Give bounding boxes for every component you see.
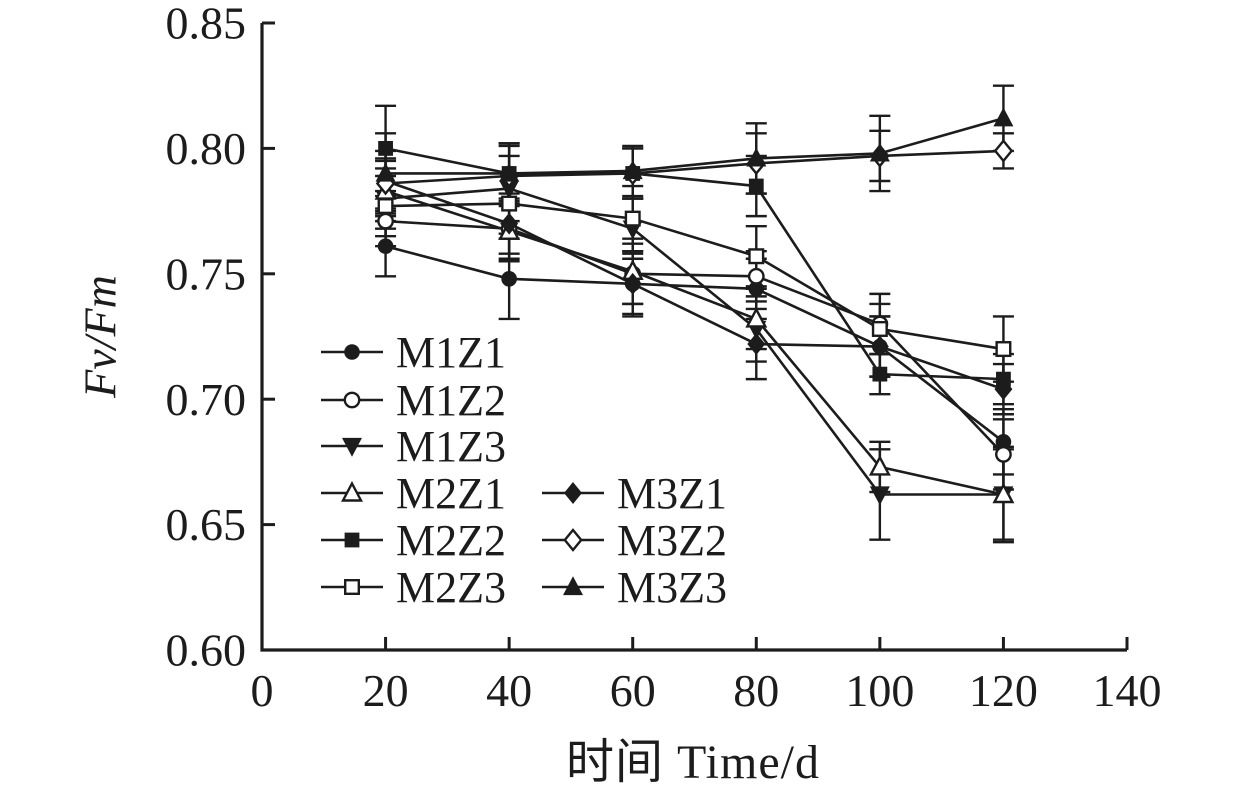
series-line-M3Z3	[385, 117, 1004, 175]
legend-marker-M3Z1	[564, 482, 582, 504]
y-axis-title: Fv/Fm	[74, 275, 126, 398]
legend-label-M3Z2: M3Z2	[617, 516, 727, 565]
marker-diamond-filled-M3Z1	[870, 335, 889, 358]
marker-square-open-M2Z3	[871, 320, 888, 337]
series-line-M3Z1	[385, 179, 1004, 391]
y-tick-label: 0.85	[166, 0, 247, 49]
x-tick-label: 120	[969, 665, 1038, 716]
y-tick-label: 0.75	[166, 248, 247, 299]
x-tick-label: 60	[610, 665, 656, 716]
legend-marker-M1Z2	[343, 391, 361, 409]
marker-circle-filled-M1Z1	[501, 271, 517, 287]
legend-label-M2Z3: M2Z3	[396, 563, 506, 612]
legend-marker-M3Z3	[563, 576, 583, 596]
y-tick-label: 0.80	[166, 123, 247, 174]
marker-diamond-filled-M3Z1	[747, 333, 766, 355]
x-tick-label: 20	[363, 665, 409, 716]
y-tick-label: 0.65	[166, 499, 247, 550]
legend-marker-M3Z2	[563, 528, 583, 552]
x-tick-label: 80	[733, 665, 779, 716]
marker-square-open-M2Z3	[377, 198, 394, 215]
marker-triangle-up-filled-M3Z3	[499, 162, 520, 182]
marker-triangle-up-filled-M3Z3	[869, 142, 890, 162]
x-tick-label: 40	[486, 665, 532, 716]
marker-circle-filled-M1Z1	[377, 238, 394, 255]
marker-square-open-M2Z3	[748, 248, 765, 265]
marker-triangle-up-open-M2Z1	[992, 482, 1015, 504]
series-line-M3Z2	[385, 149, 1004, 185]
x-tick-label: 100	[845, 665, 914, 716]
marker-square-open-M2Z3	[501, 195, 518, 212]
x-tick-label: 0	[251, 665, 274, 716]
marker-triangle-up-open-M2Z1	[745, 306, 768, 328]
series-line-M2Z2	[385, 147, 1004, 381]
series-line-M2Z3	[385, 202, 1004, 351]
y-tick-label: 0.70	[166, 374, 247, 425]
legend-label-M3Z1: M3Z1	[617, 469, 727, 518]
legend-marker-M2Z3	[344, 579, 361, 596]
legend-label-M2Z2: M2Z2	[396, 516, 506, 565]
marker-diamond-open-M3Z2	[993, 139, 1014, 163]
y-tick-label: 0.60	[166, 625, 247, 676]
marker-triangle-up-filled-M3Z3	[622, 160, 643, 180]
legend-marker-M1Z1	[344, 344, 360, 360]
marker-triangle-up-filled-M3Z3	[375, 162, 396, 182]
marker-triangle-down-filled-M1Z3	[869, 486, 890, 506]
marker-square-filled-M2Z2	[748, 178, 764, 194]
marker-circle-open-M1Z2	[995, 445, 1012, 463]
series-line-M1Z3	[385, 187, 1004, 496]
legend-label-M2Z1: M2Z1	[396, 469, 506, 518]
series-line-M1Z2	[385, 219, 1005, 456]
legend-marker-M2Z1	[341, 480, 363, 502]
series-line-M2Z1	[385, 189, 1004, 496]
marker-circle-open-M1Z2	[747, 267, 765, 285]
marker-triangle-up-open-M2Z1	[868, 454, 891, 476]
marker-triangle-up-filled-M3Z3	[993, 107, 1014, 127]
legend-marker-M2Z2	[344, 532, 360, 548]
marker-triangle-up-filled-M3Z3	[746, 147, 767, 167]
legend-label-M3Z3: M3Z3	[617, 563, 727, 612]
marker-square-open-M2Z3	[995, 341, 1012, 358]
legend-label-M1Z2: M1Z2	[396, 376, 506, 425]
series-line-M1Z1	[385, 244, 1005, 443]
legend-label-M1Z3: M1Z3	[396, 422, 506, 471]
x-tick-label: 140	[1093, 665, 1162, 716]
marker-diamond-filled-M3Z1	[500, 212, 519, 235]
marker-diamond-filled-M3Z1	[994, 378, 1013, 401]
marker-diamond-filled-M3Z1	[623, 272, 642, 295]
legend-label-M1Z1: M1Z1	[396, 328, 506, 377]
legend-marker-M1Z3	[342, 437, 362, 457]
marker-circle-open-M1Z2	[377, 212, 394, 230]
marker-square-filled-M2Z2	[378, 141, 393, 156]
x-axis-title: 时间 Time/d	[566, 736, 820, 789]
marker-square-filled-M2Z2	[872, 366, 888, 382]
marker-square-open-M2Z3	[624, 210, 641, 227]
